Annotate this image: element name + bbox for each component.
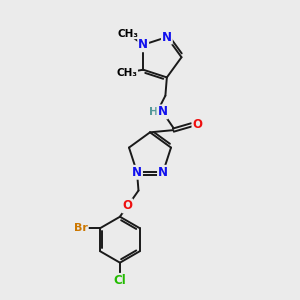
- Text: O: O: [193, 118, 202, 131]
- Text: CH₃: CH₃: [118, 28, 139, 39]
- Text: N: N: [132, 166, 142, 179]
- Text: N: N: [138, 38, 148, 51]
- Text: N: N: [158, 166, 168, 179]
- Text: N: N: [162, 31, 172, 44]
- Text: Cl: Cl: [114, 274, 126, 287]
- Text: CH₃: CH₃: [116, 68, 137, 78]
- Text: H: H: [149, 107, 158, 117]
- Text: Br: Br: [74, 223, 88, 233]
- Text: N: N: [158, 105, 167, 119]
- Text: O: O: [122, 199, 132, 212]
